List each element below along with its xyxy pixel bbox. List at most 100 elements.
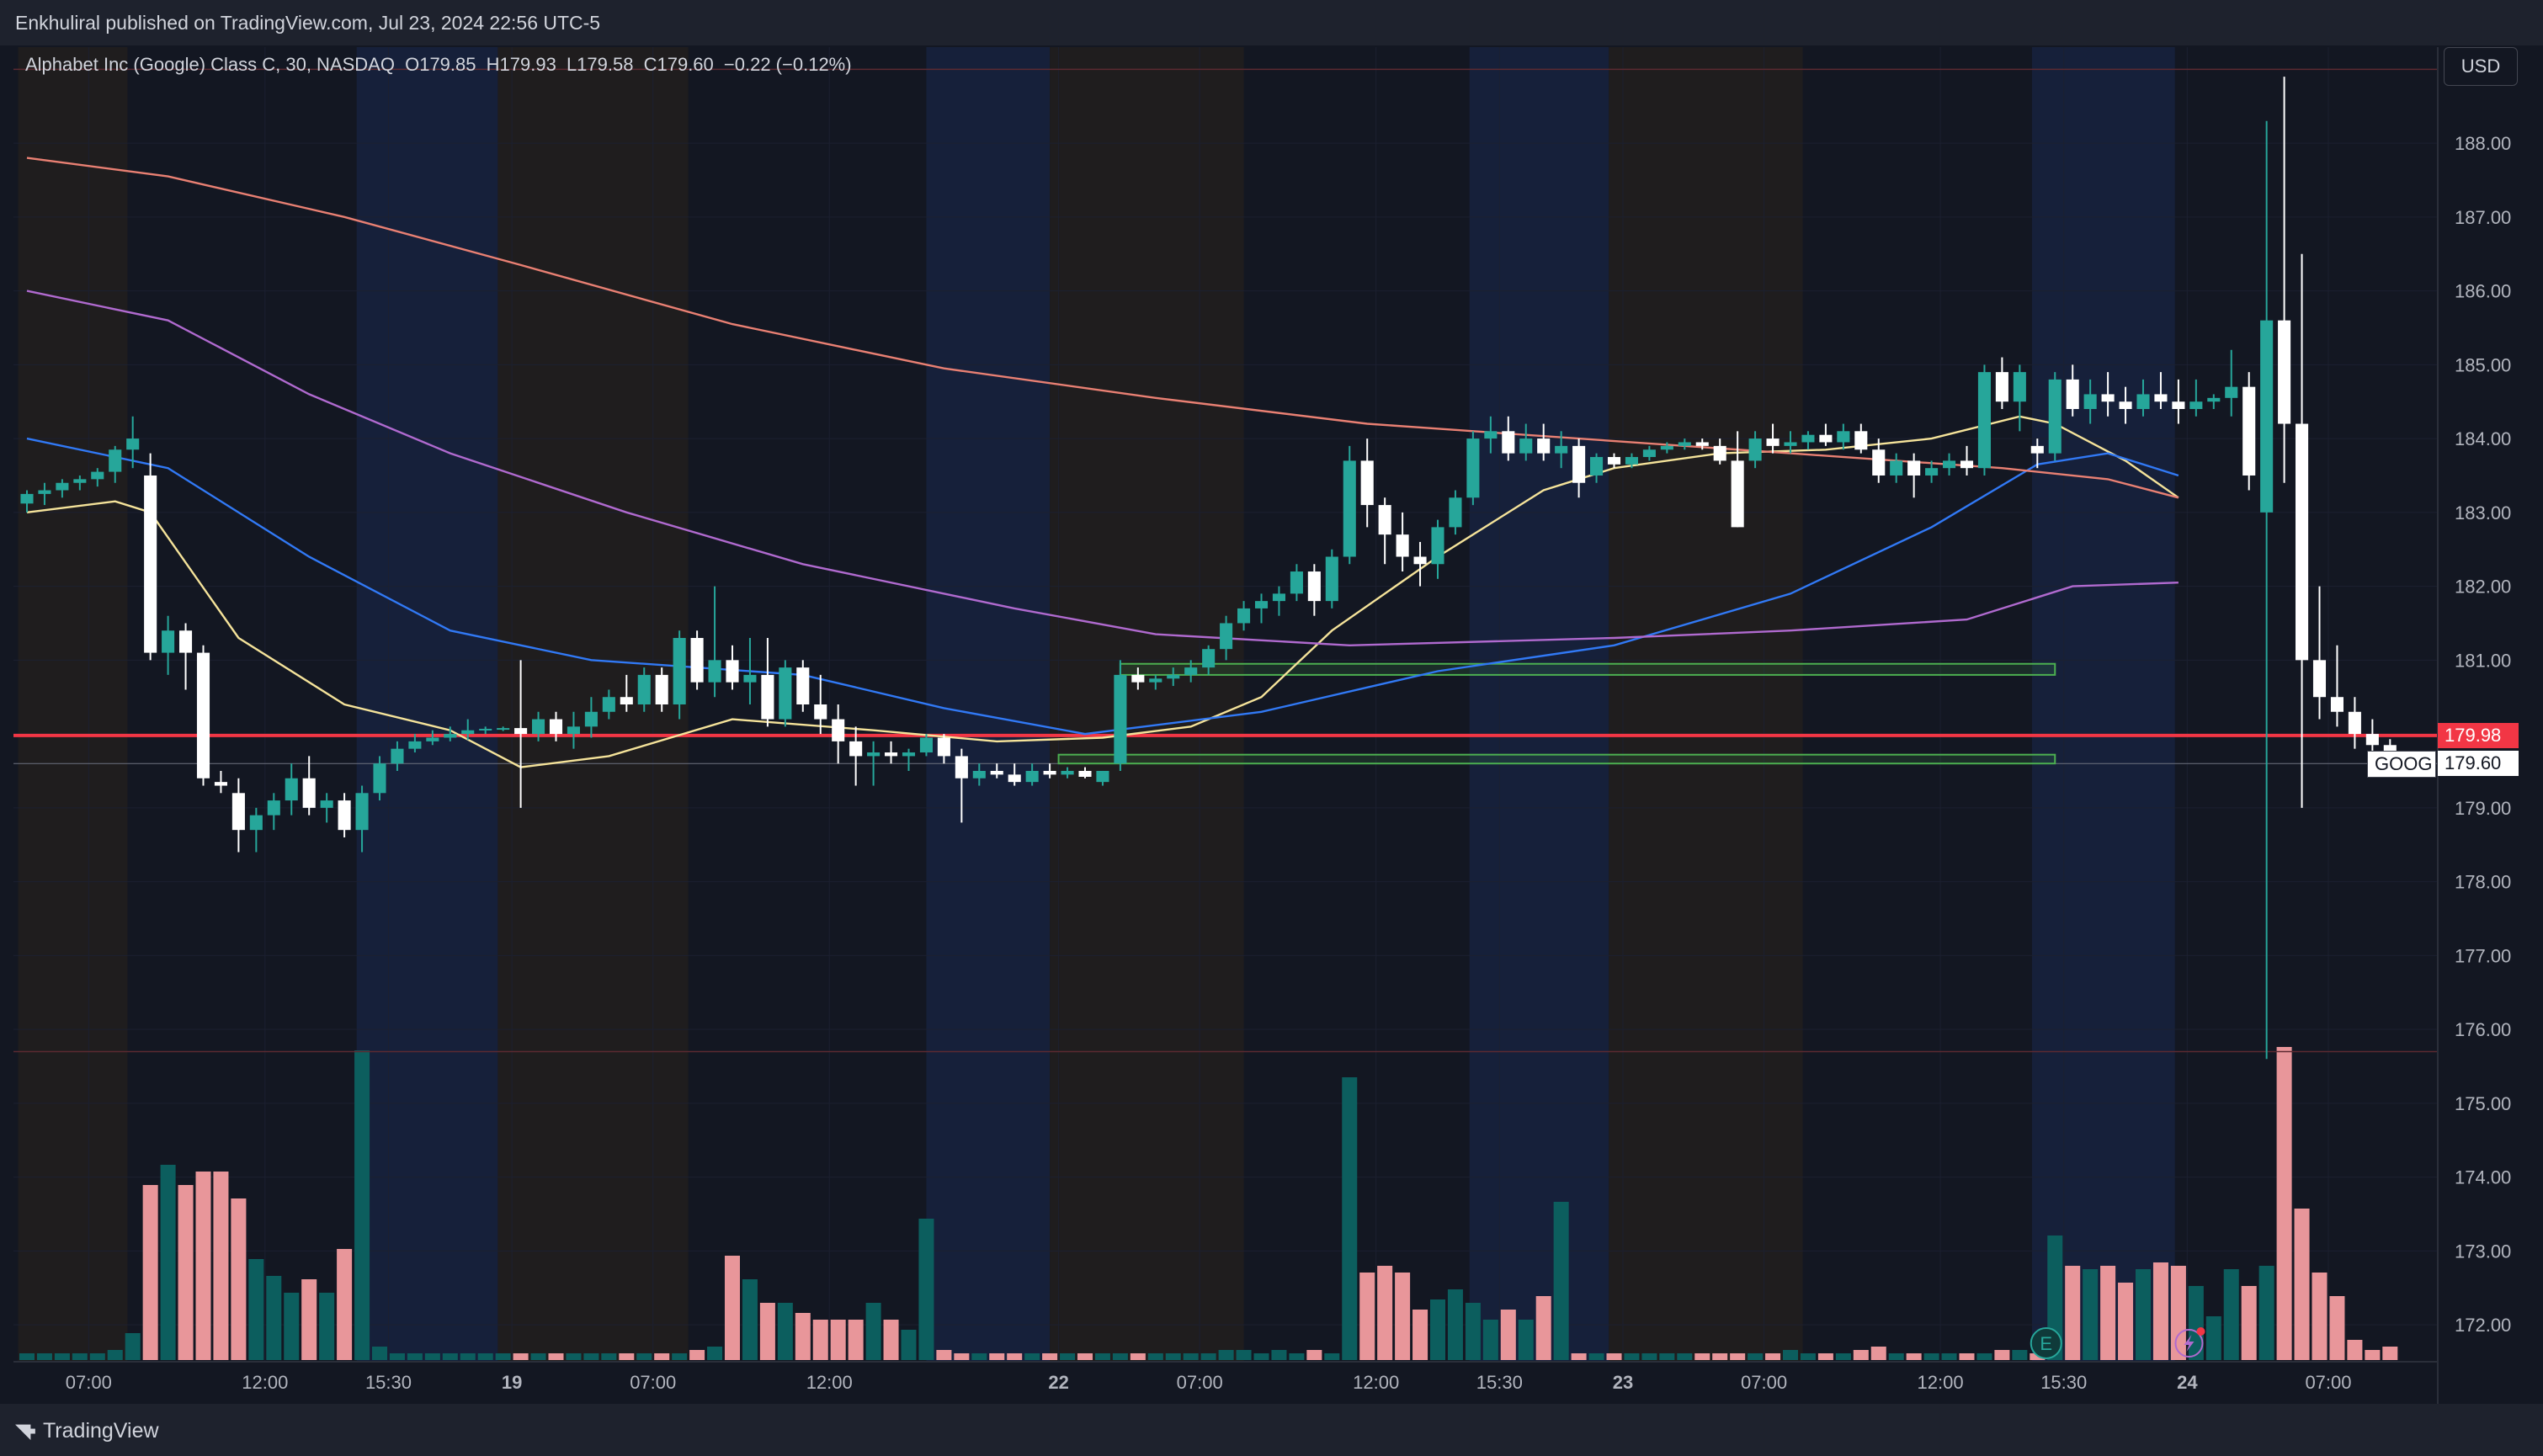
volume-bar bbox=[1165, 1353, 1181, 1360]
time-tick-label: 22 bbox=[1048, 1372, 1068, 1393]
volume-bar bbox=[1765, 1353, 1781, 1360]
volume-bar bbox=[654, 1353, 670, 1360]
ema-line bbox=[26, 290, 2179, 647]
volume-bar bbox=[566, 1353, 582, 1360]
volume-bar bbox=[442, 1353, 458, 1360]
time-tick-label: 07:00 bbox=[1741, 1372, 1787, 1393]
volume-bar bbox=[901, 1330, 917, 1360]
time-tick-label: 12:00 bbox=[1353, 1372, 1399, 1393]
volume-bar bbox=[989, 1353, 1005, 1360]
candle-body bbox=[761, 674, 774, 720]
candle-body bbox=[1184, 667, 1198, 675]
candle-body bbox=[567, 726, 580, 735]
price-tick-label: 182.00 bbox=[2455, 577, 2511, 598]
volume-bar bbox=[2365, 1350, 2381, 1360]
volume-bar bbox=[742, 1279, 758, 1360]
legend-low: L179.58 bbox=[566, 54, 634, 75]
candle-body bbox=[1078, 770, 1092, 777]
volume-bar bbox=[1624, 1353, 1640, 1360]
candle-body bbox=[1131, 674, 1145, 683]
post-market-band bbox=[926, 47, 1051, 1362]
price-tag-level: 179.98 bbox=[2438, 722, 2519, 748]
candle-body bbox=[743, 674, 757, 683]
candle-body bbox=[1801, 434, 1815, 443]
candle-body bbox=[56, 482, 69, 491]
candle-body bbox=[2330, 697, 2343, 712]
candle-body bbox=[126, 438, 140, 450]
volume-bar bbox=[1500, 1310, 1516, 1360]
candle-body bbox=[444, 734, 457, 738]
candle-body bbox=[2030, 445, 2044, 454]
candle-body bbox=[1325, 556, 1338, 602]
currency-button[interactable]: USD bbox=[2444, 47, 2518, 86]
candle-body bbox=[2066, 379, 2079, 409]
candles bbox=[20, 77, 2397, 1060]
candle-body bbox=[1272, 593, 1285, 602]
candle-body bbox=[1202, 649, 1216, 668]
volume-bar bbox=[1994, 1350, 2010, 1360]
volume-bar bbox=[1571, 1353, 1587, 1360]
volume-bar bbox=[2083, 1269, 2099, 1360]
candle-body bbox=[144, 475, 157, 653]
candle-body bbox=[320, 800, 333, 808]
candle-body bbox=[2189, 401, 2203, 409]
session-backgrounds bbox=[13, 47, 2438, 1362]
volume-bar bbox=[795, 1313, 811, 1360]
candle-body bbox=[2136, 394, 2150, 409]
volume-bar bbox=[266, 1276, 282, 1360]
candle-body bbox=[549, 719, 563, 735]
time-tick-label: 12:00 bbox=[806, 1372, 853, 1393]
tradingview-logo-icon: ◥▪ bbox=[15, 1420, 36, 1443]
volume-bar bbox=[2382, 1347, 2398, 1360]
candle-body bbox=[1343, 460, 1356, 557]
candle-body bbox=[408, 741, 422, 749]
volume-bar bbox=[36, 1353, 52, 1360]
candle-body bbox=[1678, 442, 1691, 446]
volume-bar bbox=[2312, 1273, 2328, 1360]
volume-bar bbox=[1042, 1353, 1058, 1360]
candle-body bbox=[196, 652, 210, 778]
volume-bar bbox=[1271, 1350, 1287, 1360]
candle-body bbox=[1484, 431, 1498, 439]
notification-dot bbox=[2196, 1327, 2205, 1336]
volume-bar bbox=[1253, 1353, 1269, 1360]
volume-bar bbox=[689, 1350, 705, 1360]
candle-body bbox=[832, 719, 845, 741]
volume-bar bbox=[724, 1256, 741, 1360]
price-tick-label: 175.00 bbox=[2455, 1093, 2511, 1114]
price-tick-label: 187.00 bbox=[2455, 207, 2511, 228]
candle-body bbox=[1466, 438, 1480, 498]
candle-body bbox=[109, 449, 122, 472]
volume-bar bbox=[160, 1165, 176, 1360]
volume-bar bbox=[1835, 1353, 1851, 1360]
candle-body bbox=[584, 711, 598, 727]
volume-bar bbox=[2118, 1283, 2134, 1360]
price-zones bbox=[1057, 662, 2056, 765]
candle-body bbox=[73, 479, 87, 483]
volume-bar bbox=[477, 1353, 493, 1360]
volume-bar bbox=[1429, 1299, 1446, 1360]
volume-bar bbox=[1236, 1350, 1252, 1360]
candle-body bbox=[1431, 527, 1444, 565]
tradingview-logo[interactable]: ◥▪ TradingView bbox=[15, 1419, 159, 1443]
candle-body bbox=[849, 741, 863, 757]
candle-body bbox=[2312, 660, 2327, 698]
volume-bar bbox=[1817, 1353, 1833, 1360]
moving-averages bbox=[26, 157, 2179, 768]
legend-open: O179.85 bbox=[405, 54, 476, 75]
price-tick-label: 184.00 bbox=[2455, 428, 2511, 449]
volume-bar bbox=[2294, 1209, 2310, 1360]
legend-high: H179.93 bbox=[486, 54, 556, 75]
time-tick-label: 15:30 bbox=[2040, 1372, 2087, 1393]
volume-bar bbox=[1659, 1353, 1675, 1360]
volume-bar bbox=[1906, 1353, 1922, 1360]
candle-body bbox=[690, 638, 704, 683]
volume-bar bbox=[2205, 1316, 2221, 1360]
candle-body bbox=[1043, 770, 1056, 775]
volume-bar bbox=[1359, 1273, 1375, 1360]
candle-body bbox=[1378, 505, 1391, 535]
volume-bar bbox=[178, 1185, 194, 1360]
ema-line bbox=[26, 157, 2179, 499]
volume-bar bbox=[848, 1320, 864, 1360]
